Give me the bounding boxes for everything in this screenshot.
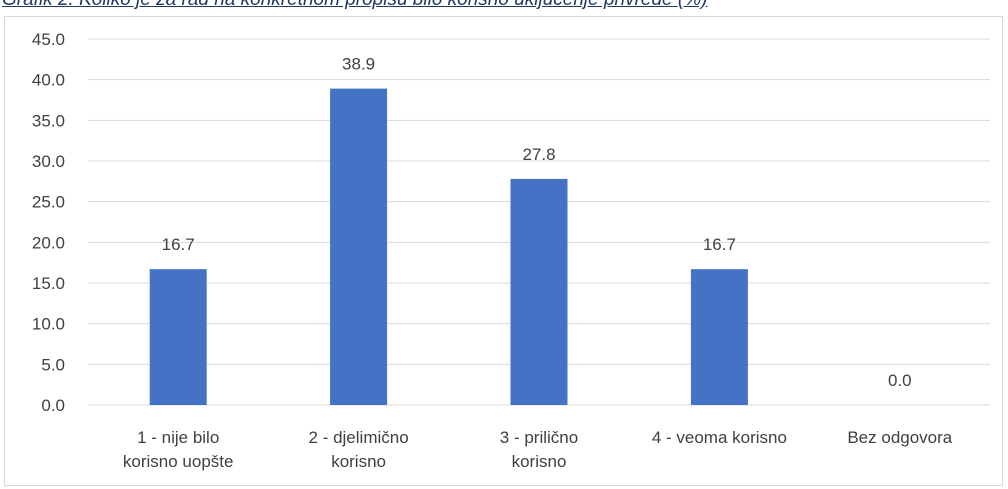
data-label: 27.8 xyxy=(522,145,555,164)
data-label: 16.7 xyxy=(162,235,195,254)
x-tick-label: 1 - nije bilo xyxy=(137,428,219,447)
y-tick-label: 15.0 xyxy=(32,274,65,293)
y-tick-label: 40.0 xyxy=(32,71,65,90)
bars xyxy=(149,88,748,405)
bar xyxy=(690,269,748,405)
y-tick-label: 0.0 xyxy=(41,396,65,415)
bar xyxy=(149,269,207,405)
y-tick-label: 35.0 xyxy=(32,111,65,130)
y-tick-label: 5.0 xyxy=(41,355,65,374)
y-axis-ticks: 0.0 5.0 10.0 15.0 20.0 25.0 30.0 35.0 40.0 45.0 xyxy=(32,30,65,415)
y-tick-label: 30.0 xyxy=(32,152,65,171)
data-label: 0.0 xyxy=(888,371,912,390)
x-tick-label: 4 - veoma korisno xyxy=(652,428,787,447)
x-tick-label: Bez odgovora xyxy=(847,428,952,447)
y-tick-label: 20.0 xyxy=(32,233,65,252)
y-tick-label: 45.0 xyxy=(32,30,65,49)
x-tick-label: 3 - prilično xyxy=(500,428,578,447)
chart-frame xyxy=(4,16,1003,486)
y-tick-label: 10.0 xyxy=(32,315,65,334)
data-label: 16.7 xyxy=(703,235,736,254)
bar xyxy=(510,178,568,405)
bar xyxy=(330,88,388,405)
y-tick-label: 25.0 xyxy=(32,193,65,212)
data-labels: 16.7 38.9 27.8 16.7 0.0 xyxy=(162,55,912,390)
data-label: 38.9 xyxy=(342,55,375,74)
x-tick-label: korisno uopšte xyxy=(123,452,234,471)
chart-caption: Grafik 2. Koliko je za rad na konkretnom… xyxy=(2,0,1006,11)
x-tick-label: korisno xyxy=(331,452,386,471)
x-tick-label: korisno xyxy=(512,452,567,471)
x-tick-label: 2 - djelimično xyxy=(309,428,409,447)
x-axis-labels: 1 - nije bilo korisno uopšte 2 - djelimičn… xyxy=(123,428,953,471)
